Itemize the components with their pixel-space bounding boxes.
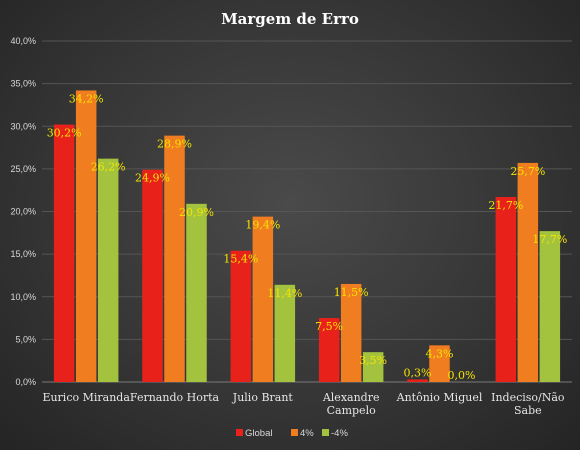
data-label: 11,5% [334,286,369,299]
bar-4m [252,216,274,382]
bars [53,90,561,383]
bar-global [230,250,252,382]
y-tick-label: 0,0% [15,377,36,387]
data-label: 0,0% [448,369,476,382]
x-axis-category-labels: Eurico Miranda Fernando Horta Julio Brant A… [42,391,564,417]
data-label: 24,9% [135,172,170,185]
data-label: 17,7% [532,233,567,246]
data-label: 0,3% [404,366,432,379]
data-label: 19,4% [245,219,280,232]
y-tick-label: 15,0% [10,249,36,259]
legend-swatch [291,429,298,436]
data-label: 25,7% [510,165,545,178]
legend-label: Global [245,428,272,439]
category-label: Julio Brant [232,391,294,404]
y-tick-label: 35,0% [10,79,36,89]
bar-global [495,197,517,382]
data-label: 3,5% [359,354,387,367]
chart-title: Margem de Erro [221,10,359,28]
legend-swatch [322,429,329,436]
category-label: Alexandre [322,391,380,404]
bar-m4m [539,231,561,382]
bar-4m [517,162,539,382]
legend: Global 4% -4% [236,428,348,439]
data-label: 7,5% [315,320,343,333]
category-label: Sabe [514,404,542,417]
bar-global [318,318,340,382]
bar-m4m [97,158,119,382]
legend-label: -4% [331,428,348,439]
y-tick-label: 20,0% [10,207,36,217]
bar-4m [340,283,362,382]
bar-m4m [186,203,207,382]
data-label: 20,9% [179,206,214,219]
bar-global [142,169,163,382]
legend-label: 4% [300,428,314,439]
data-label: 28,9% [157,138,192,151]
y-tick-label: 40,0% [10,36,36,46]
category-label: Antônio Miguel [396,391,483,404]
category-label: Eurico Miranda [42,391,130,404]
bar-m4m [362,352,384,382]
y-axis-tick-labels: 0,0% 5,0% 10,0% 15,0% 20,0% 25,0% 30,0% 35,0% 40… [10,36,36,387]
y-tick-label: 25,0% [10,164,36,174]
data-label: 4,3% [426,347,454,360]
bar-global [53,124,75,383]
gridlines [42,40,572,383]
bar-4m [429,345,450,382]
bar-4m [164,135,185,382]
data-label: 11,4% [267,287,302,300]
data-labels: 30,2% 34,2% 26,2% 24,9% 28,9% 20,9% 15,4% 19,4%… [47,92,568,382]
category-label: Indeciso/Não [491,391,565,404]
category-label: Campelo [327,404,376,417]
y-tick-label: 5,0% [15,334,36,344]
legend-swatch [236,429,243,436]
data-label: 21,7% [488,199,523,212]
data-label: 15,4% [223,253,258,266]
y-tick-label: 10,0% [10,292,36,302]
data-label: 34,2% [69,92,104,105]
bar-4m [75,90,97,382]
bar-m4m [274,284,296,382]
bar-global [407,379,428,382]
data-label: 26,2% [91,161,126,174]
y-tick-label: 30,0% [10,121,36,131]
data-label: 30,2% [47,127,82,140]
category-label: Fernando Horta [130,391,220,404]
